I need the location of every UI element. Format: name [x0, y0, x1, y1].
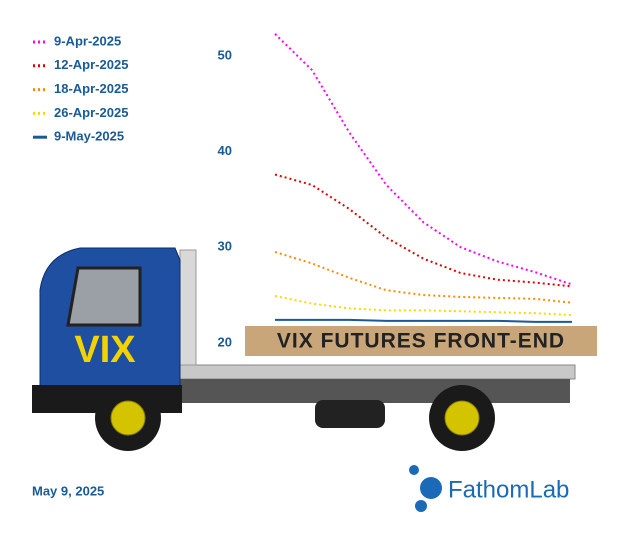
legend-label: 9-Apr-2025 [54, 33, 121, 48]
series-line [274, 295, 573, 317]
y-tick-label: 20 [218, 334, 232, 349]
y-tick-label: 50 [218, 47, 232, 62]
y-tick-label: 40 [218, 143, 232, 158]
y-tick-label: 30 [218, 239, 232, 254]
legend-label: 18-Apr-2025 [54, 81, 128, 96]
logo: FathomLab [448, 476, 569, 503]
series-line [274, 251, 573, 304]
date: May 9, 2025 [32, 483, 104, 498]
truck-illustration: VIX [32, 247, 576, 451]
legend-label: 12-Apr-2025 [54, 57, 128, 72]
annotation-box [245, 326, 597, 356]
legend-label: 26-Apr-2025 [54, 105, 128, 120]
series-line [275, 318, 572, 323]
plot-area [274, 33, 573, 323]
legend-label: 9-May-2025 [54, 129, 124, 144]
annotation: VIX FUTURES FRONT-END [277, 330, 565, 353]
series-line [274, 33, 573, 286]
truck-label: VIX [74, 329, 136, 371]
logo-icon [409, 465, 442, 512]
